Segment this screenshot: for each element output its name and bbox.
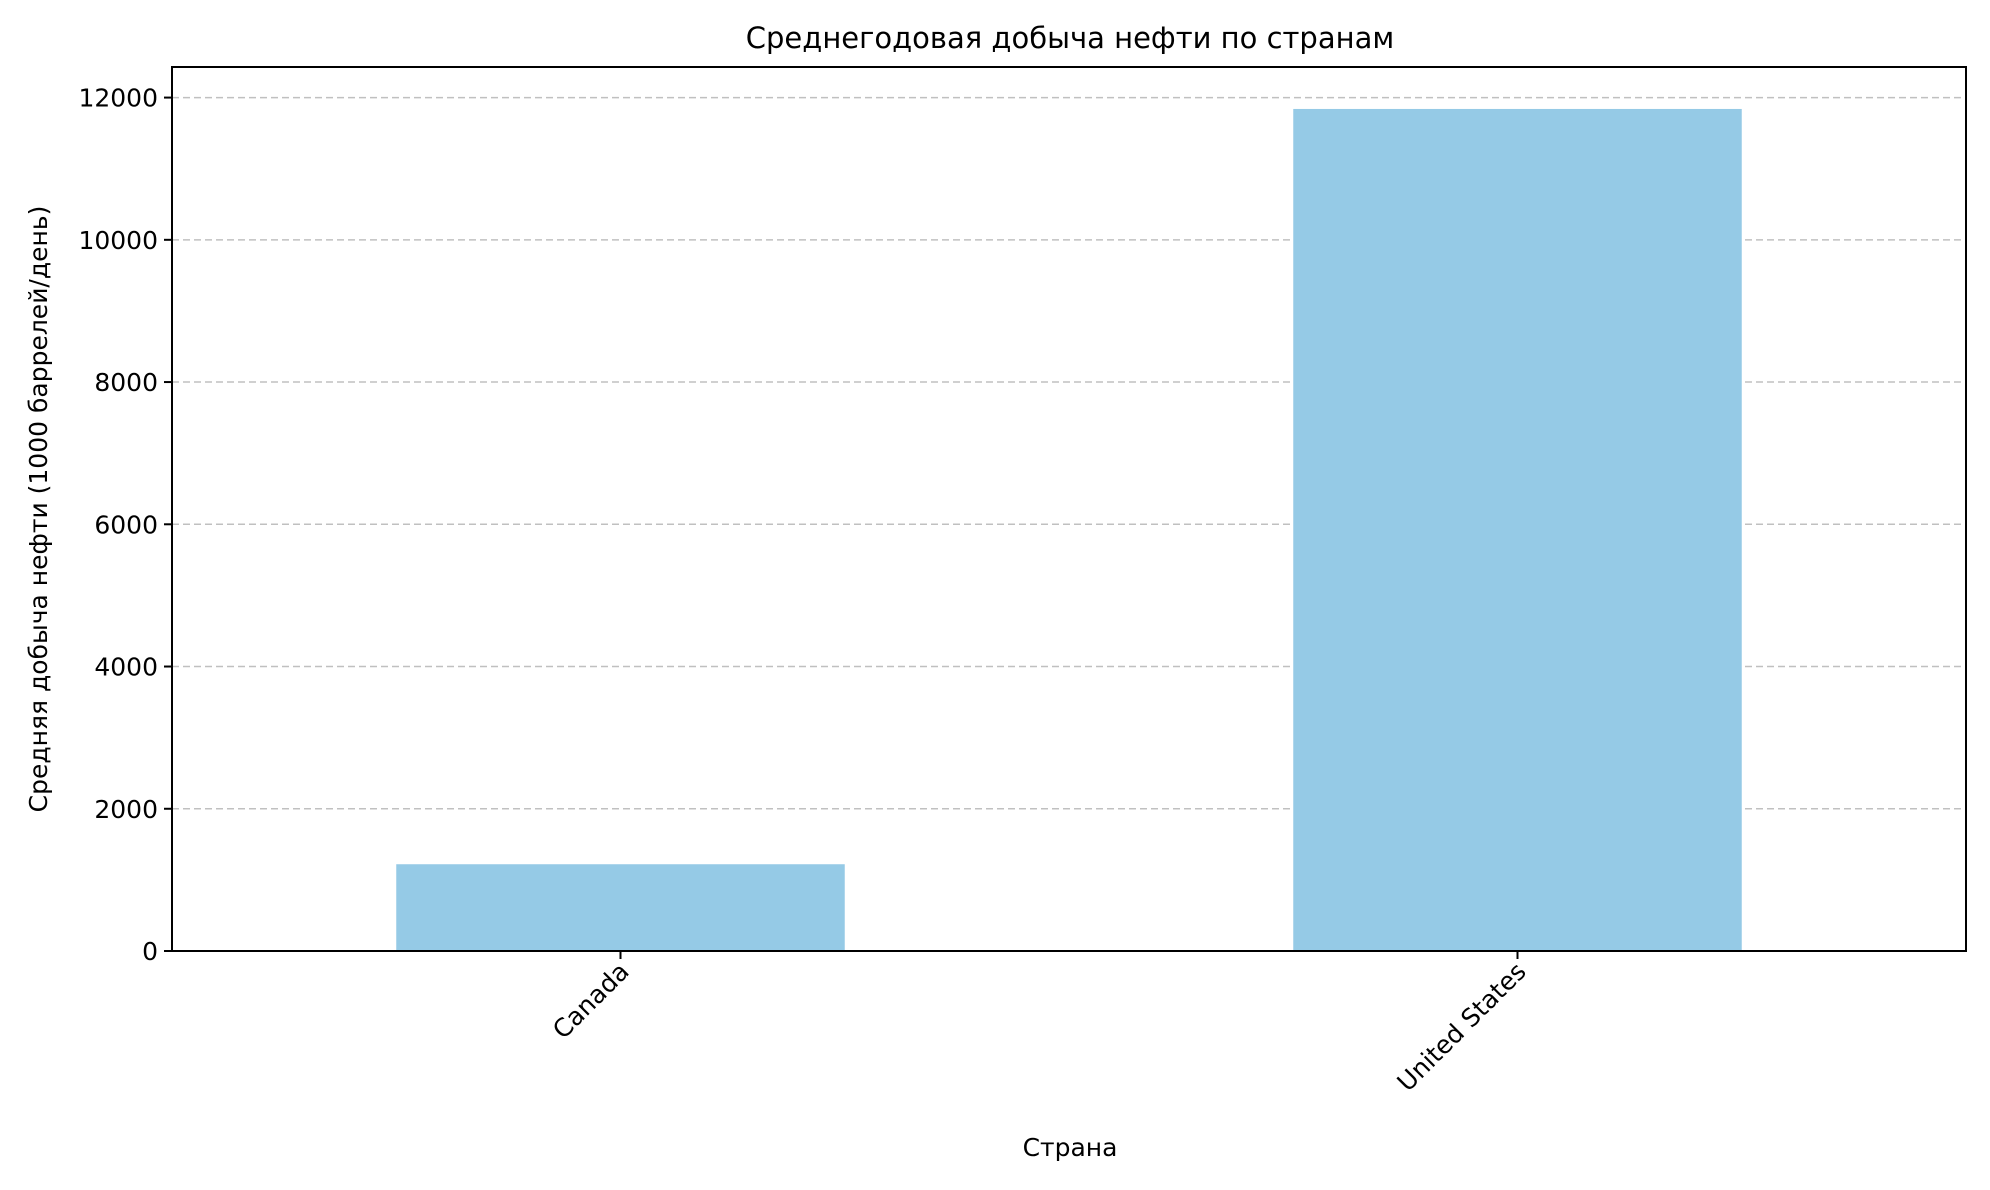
y-tick-label: 12000 (78, 84, 158, 113)
x-axis-ticks: Canada United States (547, 951, 1532, 1097)
y-tick-label: 10000 (78, 226, 158, 255)
y-axis-label: Средняя добыча нефти (1000 баррелей/день… (24, 206, 53, 813)
gridlines (172, 96, 1966, 952)
y-axis-ticks: 0 2000 4000 6000 8000 10000 12000 (78, 84, 172, 966)
y-tick-label: 0 (142, 937, 158, 966)
y-tick-label: 8000 (94, 368, 158, 397)
plot-frame (171, 66, 1967, 952)
x-tick-label: Canada (547, 957, 635, 1045)
x-axis-label: Страна (1023, 1133, 1118, 1162)
y-tick-label: 2000 (94, 795, 158, 824)
bars (396, 108, 1742, 951)
bar-canada (396, 864, 845, 951)
bar-united-states (1293, 108, 1742, 951)
y-tick-label: 4000 (94, 653, 158, 682)
x-tick-label: United States (1392, 957, 1532, 1097)
y-tick-label: 6000 (94, 510, 158, 539)
chart-title: Среднегодовая добыча нефти по странам (746, 21, 1394, 55)
